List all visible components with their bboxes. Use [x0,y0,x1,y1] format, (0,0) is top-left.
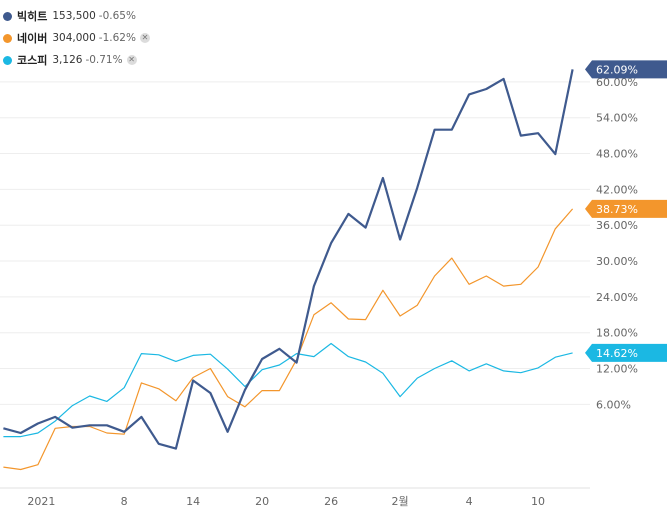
badge-value-label: 38.73% [596,203,638,216]
y-tick-label: 18.00% [596,327,638,340]
y-tick-label: 54.00% [596,112,638,125]
series-lines [3,69,574,471]
legend-item-bighit[interactable]: 빅히트 153,500 -0.65% [0,5,150,27]
x-tick-label: 26 [324,495,338,508]
legend-series-change: -0.71% [85,54,123,66]
x-axis: 2021 8 14 20 26 2월 4 10 [0,487,590,508]
x-tick-label: 2월 [392,495,409,508]
y-tick-label: 36.00% [596,219,638,232]
badge-background [585,60,667,79]
badge-value-label: 62.09% [596,63,638,76]
series-line-빅히트 [3,69,574,450]
series-line-네이버 [3,208,574,471]
x-tick-label: 8 [121,495,128,508]
series-color-dot [3,33,12,43]
y-tick-label: 48.00% [596,148,638,161]
series-color-dot [3,55,12,65]
legend-series-price: 304,000 [52,32,96,44]
legend: 빅히트 153,500 -0.65% 네이버 304,000 -1.62% ✕ … [0,5,150,71]
y-tick-label: 30.00% [596,255,638,268]
x-tick-label: 4 [466,495,473,508]
series-line-코스피 [3,342,573,438]
remove-series-icon[interactable]: ✕ [139,33,150,43]
remove-series-icon[interactable]: ✕ [126,55,137,65]
end-value-badges: 62.09% 38.73% 14.62% [585,60,667,362]
legend-item-naver[interactable]: 네이버 304,000 -1.62% ✕ [0,27,150,49]
series-color-dot [3,11,12,21]
y-tick-label: 60.00% [596,76,638,89]
y-axis: 6.00% 12.00% 18.00% 24.00% 30.00% 36.00% 42.00… [596,76,638,412]
end-value-badge: 62.09% [585,60,667,79]
legend-series-change: -1.62% [98,32,136,44]
x-tick-label: 2021 [27,495,55,508]
end-value-badge: 38.73% [585,199,667,218]
y-tick-label: 6.00% [596,398,631,411]
legend-series-name: 네이버 [17,32,48,45]
x-tick-label: 20 [255,495,269,508]
y-tick-label: 24.00% [596,291,638,304]
legend-series-price: 3,126 [52,54,83,66]
badge-background [585,199,667,218]
badge-value-label: 14.62% [596,347,638,360]
badge-background [585,343,667,362]
legend-series-change: -0.65% [98,10,136,22]
y-tick-label: 42.00% [596,183,638,196]
gridlines [0,81,590,405]
legend-series-price: 153,500 [52,10,96,22]
x-tick-label: 14 [186,495,200,508]
legend-item-kospi[interactable]: 코스피 3,126 -0.71% ✕ [0,49,150,71]
legend-series-name: 빅히트 [17,10,48,23]
end-value-badge: 14.62% [585,343,667,362]
legend-series-name: 코스피 [17,54,48,67]
y-tick-label: 12.00% [596,363,638,376]
x-tick-label: 10 [531,495,545,508]
